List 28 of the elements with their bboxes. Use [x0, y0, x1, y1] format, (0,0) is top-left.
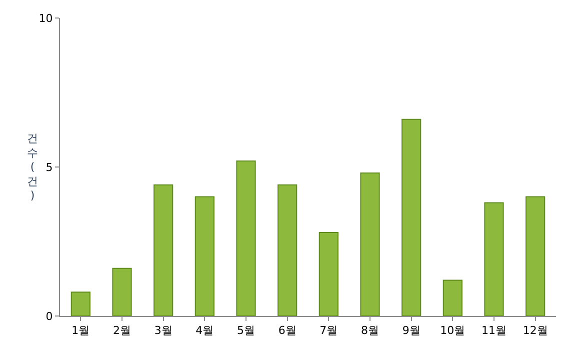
y-tick-label: 5	[46, 160, 53, 174]
bar	[484, 202, 504, 316]
x-tick-label: 3월	[154, 324, 172, 338]
x-tick-label: 1월	[72, 324, 90, 338]
x-tick-label: 6월	[278, 324, 296, 338]
bar	[70, 292, 90, 316]
x-tick-label: 12월	[522, 324, 548, 338]
y-tick-label: 0	[46, 310, 53, 323]
bar	[278, 184, 298, 316]
bar	[154, 184, 174, 316]
bar	[402, 118, 422, 316]
bar	[526, 196, 546, 316]
x-tick-label: 11월	[482, 324, 506, 338]
bar	[236, 160, 256, 316]
bar	[194, 196, 214, 316]
x-tick-label: 4월	[196, 324, 214, 338]
x-tick-label: 9월	[402, 324, 420, 338]
bar	[112, 268, 132, 316]
bar	[360, 172, 380, 316]
y-tick-label: 10	[38, 12, 53, 25]
x-tick-label: 5월	[237, 324, 255, 338]
x-tick-label: 8월	[361, 324, 379, 338]
y-axis-title: 건수(건)	[27, 132, 38, 202]
x-tick-label: 10월	[440, 324, 466, 338]
x-tick-label: 7월	[320, 324, 338, 338]
bar	[318, 232, 338, 316]
bar	[442, 280, 462, 316]
x-tick-label: 2월	[113, 324, 131, 338]
